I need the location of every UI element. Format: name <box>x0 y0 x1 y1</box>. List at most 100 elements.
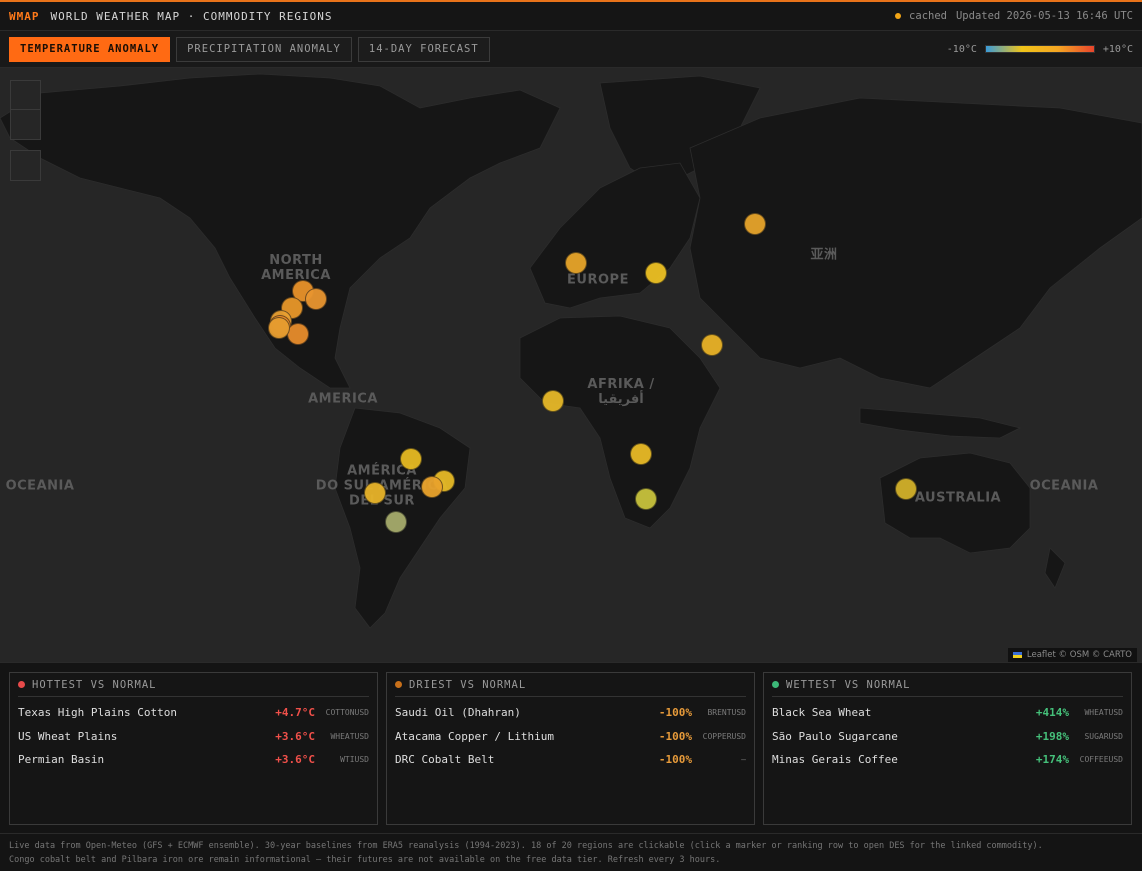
anomaly-value: +4.7°C <box>275 706 315 720</box>
region-name: Permian Basin <box>18 753 105 767</box>
region-name: US Wheat Plains <box>18 729 118 743</box>
label-south-america: AMÉRICA DO SUL AMÉRICA DEL SUR <box>315 463 449 509</box>
region-marker[interactable] <box>701 334 723 356</box>
footer-line-2: Congo cobalt belt and Pilbara iron ore r… <box>9 855 721 865</box>
region-marker[interactable] <box>268 317 290 339</box>
tab-precipitation-anomaly[interactable]: PRECIPITATION ANOMALY <box>176 36 352 62</box>
status-area: cached Updated 2026-05-13 16:46 UTC <box>895 10 1133 22</box>
region-marker[interactable] <box>630 443 652 465</box>
tab-14-day-forecast[interactable]: 14-DAY FORECAST <box>357 36 490 62</box>
cache-status-dot <box>895 13 902 19</box>
ticker-label: WTIUSD <box>340 755 369 765</box>
ranking-row[interactable]: Permian Basin +3.6°C WTIUSD <box>18 748 369 772</box>
ticker-label: COPPERUSD <box>702 731 746 741</box>
ranking-row[interactable]: Atacama Copper / Lithium -100% COPPERUSD <box>395 725 746 749</box>
scale-min-label: -10°C <box>946 43 977 55</box>
label-europe: EUROPE <box>567 272 629 288</box>
ranking-row[interactable]: Saudi Oil (Dhahran) -100% BRENTUSD <box>395 701 746 725</box>
panel-hottest: HOTTEST VS NORMAL Texas High Plains Cott… <box>9 672 378 825</box>
label-north-america: NORTH AMERICA <box>261 253 331 283</box>
region-name: DRC Cobalt Belt <box>395 753 495 767</box>
region-name: Texas High Plains Cotton <box>18 706 177 720</box>
region-marker[interactable] <box>385 511 407 533</box>
region-marker[interactable] <box>542 390 564 412</box>
land-north-america <box>0 73 561 389</box>
ukraine-flag-icon <box>1012 652 1022 658</box>
panel-driest: DRIEST VS NORMAL Saudi Oil (Dhahran) -100… <box>386 672 755 825</box>
tab-temperature-anomaly[interactable]: TEMPERATURE ANOMALY <box>9 36 171 62</box>
footer-note: Live data from Open-Meteo (GFS + ECMWF e… <box>0 833 1142 871</box>
color-scale-bar <box>984 45 1095 53</box>
region-marker[interactable] <box>635 488 657 510</box>
anomaly-value: +3.6°C <box>275 753 315 767</box>
region-marker[interactable] <box>364 482 386 504</box>
driest-dot-icon <box>395 681 402 688</box>
anomaly-value: +174% <box>1035 753 1069 767</box>
zoom-out-button[interactable] <box>11 110 40 139</box>
land-africa <box>519 315 721 529</box>
label-australia: AUSTRALIA <box>914 490 1002 506</box>
anomaly-value: -100% <box>658 706 692 720</box>
region-marker[interactable] <box>421 476 443 498</box>
region-marker[interactable] <box>305 288 327 310</box>
region-name: Black Sea Wheat <box>772 706 872 720</box>
region-name: São Paulo Sugarcane <box>772 729 898 743</box>
world-map[interactable]: NORTH AMERICA AMERICA EUROPE 亚洲 AFRIKA / أفر… <box>0 68 1142 662</box>
label-america: AMERICA <box>308 391 378 407</box>
land-new-zealand <box>1044 547 1066 589</box>
land-indonesia <box>859 407 1022 439</box>
region-name: Minas Gerais Coffee <box>772 753 898 767</box>
layers-button[interactable] <box>11 151 40 180</box>
ticker-label: — <box>741 755 746 765</box>
color-scale-legend: -10°C +10°C <box>947 44 1133 55</box>
ranking-row[interactable]: Black Sea Wheat +414% WHEATUSD <box>772 701 1123 725</box>
panel-title: DRIEST VS NORMAL <box>409 678 527 691</box>
panel-title: WETTEST VS NORMAL <box>786 678 911 691</box>
region-name: Saudi Oil (Dhahran) <box>395 706 521 720</box>
hottest-dot-icon <box>18 681 25 688</box>
panel-wettest: WETTEST VS NORMAL Black Sea Wheat +414% WH… <box>763 672 1132 825</box>
map-basemap <box>0 73 1142 629</box>
anomaly-value: +198% <box>1035 729 1069 743</box>
ranking-row[interactable]: São Paulo Sugarcane +198% SUGARUSD <box>772 725 1123 749</box>
anomaly-value: +414% <box>1035 706 1069 720</box>
layers-control <box>10 150 41 181</box>
region-marker[interactable] <box>895 478 917 500</box>
cache-status-text: cached <box>909 10 947 22</box>
panel-header: WETTEST VS NORMAL <box>772 673 1123 697</box>
zoom-control <box>10 80 41 140</box>
region-name: Atacama Copper / Lithium <box>395 729 554 743</box>
region-marker[interactable] <box>565 252 587 274</box>
ranking-row[interactable]: Texas High Plains Cotton +4.7°C COTTONUSD <box>18 701 369 725</box>
region-marker[interactable] <box>287 323 309 345</box>
updated-timestamp: Updated 2026-05-13 16:46 UTC <box>955 10 1133 22</box>
land-asia <box>689 97 1142 389</box>
ticker-label: BRENTUSD <box>707 708 746 718</box>
region-marker[interactable] <box>744 213 766 235</box>
ranking-row[interactable]: Minas Gerais Coffee +174% COFFEEUSD <box>772 748 1123 772</box>
scale-max-label: +10°C <box>1102 43 1133 55</box>
app-title: WORLD WEATHER MAP · COMMODITY REGIONS <box>50 9 333 23</box>
anomaly-value: -100% <box>658 753 692 767</box>
label-oceania-left: OCEANIA <box>5 478 75 494</box>
region-marker[interactable] <box>400 448 422 470</box>
rankings-panels: HOTTEST VS NORMAL Texas High Plains Cott… <box>0 662 1142 833</box>
ranking-row[interactable]: DRC Cobalt Belt -100% — <box>395 748 746 772</box>
land-australia <box>879 452 1031 554</box>
ticker-label: COTTONUSD <box>325 708 369 718</box>
tab-bar: TEMPERATURE ANOMALY PRECIPITATION ANOMAL… <box>0 31 1142 68</box>
footer-line-1: Live data from Open-Meteo (GFS + ECMWF e… <box>9 841 1043 851</box>
region-marker[interactable] <box>645 262 667 284</box>
panel-header: HOTTEST VS NORMAL <box>18 673 369 697</box>
ticker-label: WHEATUSD <box>330 731 369 741</box>
map-attribution: Leaflet © OSM © CARTO <box>1007 648 1137 662</box>
zoom-in-button[interactable] <box>11 81 40 110</box>
anomaly-value: +3.6°C <box>275 729 315 743</box>
ticker-label: COFFEEUSD <box>1079 755 1123 765</box>
anomaly-value: -100% <box>658 729 692 743</box>
ranking-row[interactable]: US Wheat Plains +3.6°C WHEATUSD <box>18 725 369 749</box>
label-asia: 亚洲 <box>810 247 838 263</box>
label-oceania-right: OCEANIA <box>1029 478 1099 494</box>
panel-header: DRIEST VS NORMAL <box>395 673 746 697</box>
attribution-text[interactable]: Leaflet © OSM © CARTO <box>1026 650 1132 660</box>
